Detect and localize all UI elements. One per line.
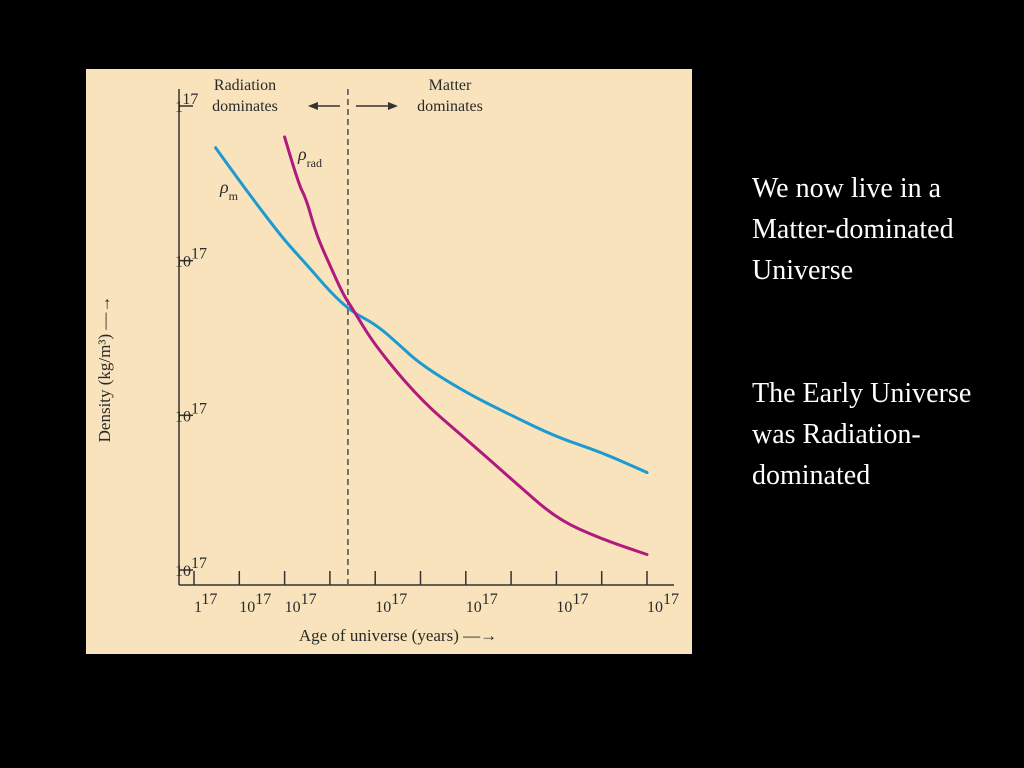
10: 1017 <box>647 591 679 617</box>
series-line-rad <box>283 135 649 556</box>
y-tick-label: 1017 <box>175 245 207 271</box>
6: 1017 <box>466 591 498 617</box>
2: 1017 <box>285 591 317 617</box>
series-label-rad: ρrad <box>297 144 322 170</box>
labels: 117 1017 1017 1017 1017 1017 1017 117 1017 1017 10… <box>95 91 679 646</box>
matter-label: Matter <box>429 77 472 94</box>
y-tick-label: 1017 <box>175 400 207 426</box>
x-axis-label: Age of universe (years) —→ <box>299 626 497 645</box>
caption-paragraph-radiation: The Early Universe was Radiation-dominat… <box>752 378 972 491</box>
series-label-m: ρm <box>219 177 239 203</box>
8: 1017 <box>556 591 588 617</box>
caption-text: We now live in a Matter-dominated Univer… <box>752 168 1002 496</box>
svg-text:117: 117 <box>194 591 217 617</box>
y-tick-label: 1017 <box>175 555 207 581</box>
series <box>214 135 649 556</box>
domination-boundary: Radiation dominates Matter dominates <box>212 77 483 585</box>
axes <box>178 89 674 586</box>
y-tick-label: 117 <box>175 91 198 117</box>
series-line-m <box>214 146 649 474</box>
left-arrow-head <box>307 102 318 110</box>
4: 1017 <box>375 591 407 617</box>
chart-figure: Radiation dominates Matter dominates 117 101… <box>86 69 692 654</box>
ticks <box>179 105 648 585</box>
svg-text:1017: 1017 <box>239 591 271 617</box>
right-arrow-head <box>387 102 398 110</box>
radiation-label: Radiation <box>214 77 276 94</box>
caption-paragraph-matter: We now live in a Matter-dominated Univer… <box>752 173 954 286</box>
y-axis-label: Density (kg/m³) —→ <box>95 296 114 443</box>
dominates-label-right: dominates <box>417 98 483 115</box>
dominates-label-left: dominates <box>212 98 278 115</box>
density-vs-age-chart: Radiation dominates Matter dominates 117 101… <box>95 77 679 646</box>
